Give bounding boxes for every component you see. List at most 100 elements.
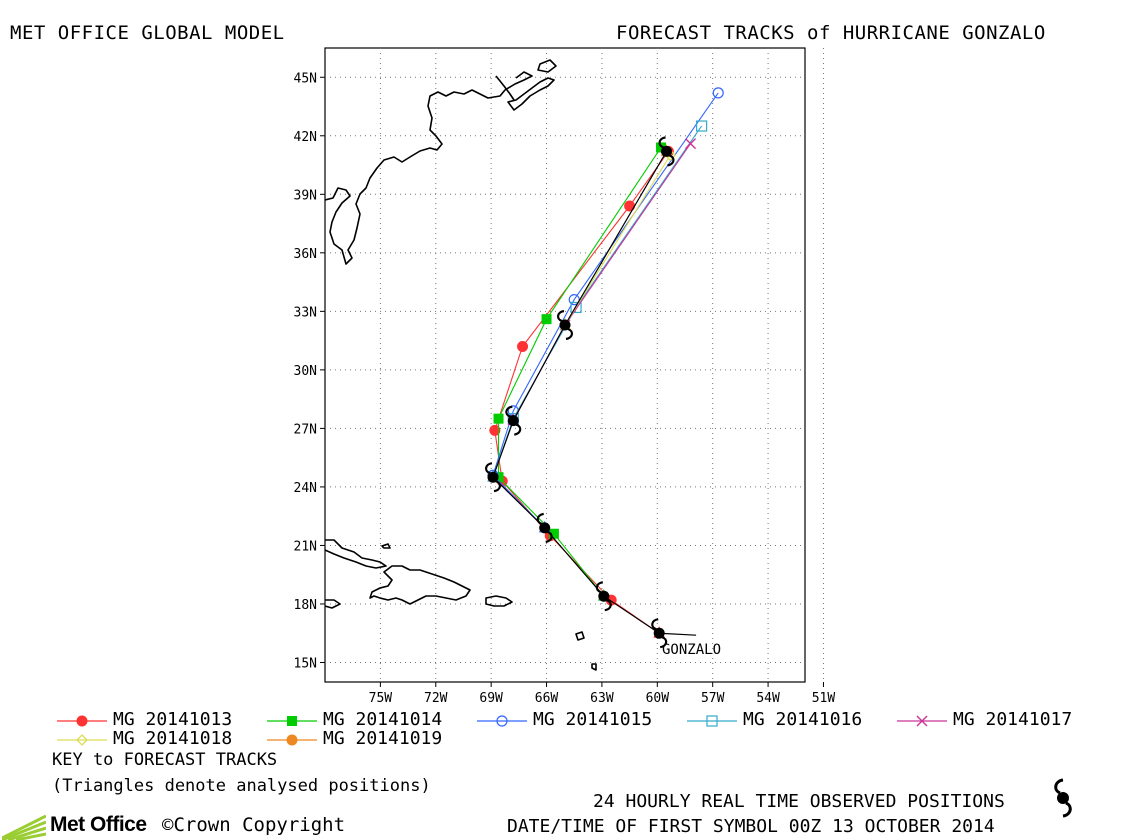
coastline-newfoundland-fragment <box>495 75 515 101</box>
tick-label-lat: 33N <box>294 305 317 320</box>
legend-marker <box>286 734 298 746</box>
hurricane-symbol-arm <box>514 423 522 436</box>
map-frame <box>324 47 806 683</box>
tick-label-lat: 27N <box>294 422 317 437</box>
coastline-inagua <box>381 543 391 549</box>
forecast-tracks <box>487 87 724 638</box>
map-gridlines <box>325 48 824 682</box>
legend-marker <box>76 715 88 727</box>
hurricane-symbol-icon <box>557 309 573 341</box>
hurricane-symbol-eye <box>559 319 571 331</box>
hurricane-symbol-eye <box>661 145 672 157</box>
storm-label: GONZALO <box>662 642 721 658</box>
legend-label: MG 20141014 <box>323 709 443 730</box>
legend-label: MG 20141016 <box>743 709 863 730</box>
legend-label: MG 20141017 <box>953 709 1073 730</box>
met-office-brand: Met Office <box>50 813 147 836</box>
coastline-jamaica <box>325 599 341 609</box>
legend-label: MG 20141018 <box>113 728 233 749</box>
legend-symbol <box>57 715 107 727</box>
tick-label-lat: 18N <box>294 598 317 613</box>
tick-label-lon: 63W <box>590 691 614 706</box>
hurricane-symbol-arm <box>604 599 612 612</box>
hurricane-symbol-arm <box>505 405 513 418</box>
track-marker <box>548 528 559 539</box>
coastline-puerto-rico <box>485 595 513 607</box>
tick-label-lat: 39N <box>294 188 317 203</box>
track-line <box>564 155 671 326</box>
key-to-forecast-tracks: KEY to FORECAST TRACKS <box>52 750 278 770</box>
tick-label-lon: 66W <box>535 691 559 706</box>
hurricane-symbol-eye <box>653 627 665 639</box>
coastlines <box>325 59 597 671</box>
coastline-north-america <box>325 71 533 265</box>
legend-marker <box>287 716 297 726</box>
tick-label-lon: 69W <box>479 691 503 706</box>
tick-label-lon: 72W <box>424 691 448 706</box>
legend-label: MG 20141013 <box>113 709 233 730</box>
tick-label-lat: 30N <box>294 364 317 379</box>
track-marker <box>493 413 504 424</box>
tick-label-lon: 51W <box>812 691 836 706</box>
track-marker <box>541 314 552 325</box>
legend-marker <box>496 715 508 727</box>
tick-label-lat: 45N <box>294 71 317 86</box>
hurricane-symbol-arm <box>565 327 573 341</box>
hurricane-symbol-eye <box>507 415 519 427</box>
legend-symbol <box>267 716 317 726</box>
hurricane-symbol-icon <box>651 618 668 649</box>
coastline-cape-breton <box>537 59 557 73</box>
track-marker <box>696 120 708 132</box>
hurricane-symbol-arm <box>493 480 501 493</box>
legend-symbol <box>897 715 947 727</box>
tick-label-lat: 15N <box>294 656 317 671</box>
legend-marker <box>706 715 718 727</box>
track-marker <box>493 472 504 483</box>
hurricane-symbol-arm <box>658 136 666 149</box>
track-marker <box>656 142 666 153</box>
coastline-cuba <box>325 539 387 569</box>
track-marker <box>685 138 697 150</box>
observed-positions-note: 24 HOURLY REAL TIME OBSERVED POSITIONS <box>593 791 1005 812</box>
track-marker <box>570 301 582 314</box>
hurricane-symbol-icon <box>485 462 501 493</box>
hurricane-symbol-arm <box>545 530 553 543</box>
legend-marker <box>76 734 88 746</box>
track-line <box>492 92 719 529</box>
track-line <box>497 147 662 597</box>
track-marker <box>489 424 501 436</box>
met-office-logo-icon <box>2 814 46 840</box>
hurricane-symbol-arm <box>536 512 544 525</box>
legend-row-2: MG 20141018 MG 20141019 <box>55 728 655 751</box>
tick-label-lat: 36N <box>294 247 317 262</box>
header-left-title: MET OFFICE GLOBAL MODEL <box>10 22 285 44</box>
hurricane-symbol-icon <box>536 512 553 543</box>
tick-label-lat: 42N <box>294 130 317 145</box>
coastline-hispaniola <box>369 565 471 605</box>
hurricane-symbol-eye <box>539 522 551 534</box>
tick-label-lon: 75W <box>369 691 393 706</box>
hurricane-symbol-eye <box>598 590 610 602</box>
tick-label-lat: 21N <box>294 539 317 554</box>
legend-symbol <box>477 715 527 727</box>
header-right-title: FORECAST TRACKS of HURRICANE GONZALO <box>616 22 1046 44</box>
track-marker <box>517 340 529 352</box>
hurricane-symbol-legend-icon <box>1054 778 1072 818</box>
track-marker <box>712 87 724 99</box>
hurricane-symbol-icon <box>505 405 522 436</box>
tick-label-lon: 54W <box>756 691 780 706</box>
hurricane-symbol-arm <box>557 309 565 323</box>
coastline-nova-scotia <box>507 77 555 111</box>
tick-label-lon: 57W <box>701 691 725 706</box>
track-line <box>494 151 669 634</box>
legend-row-1: MG 20141013 MG 20141014 MG 20141015 MG 2… <box>55 709 1125 732</box>
met-office-logo: Met Office ©Crown Copyright <box>0 810 360 840</box>
legend-label: MG 20141019 <box>323 728 443 749</box>
observed-track <box>485 136 697 649</box>
legend-symbol <box>57 734 107 746</box>
tick-label-lon: 60W <box>646 691 670 706</box>
hurricane-symbol-arm <box>667 154 675 167</box>
legend-symbol <box>687 715 737 727</box>
legend-label: MG 20141015 <box>533 709 653 730</box>
